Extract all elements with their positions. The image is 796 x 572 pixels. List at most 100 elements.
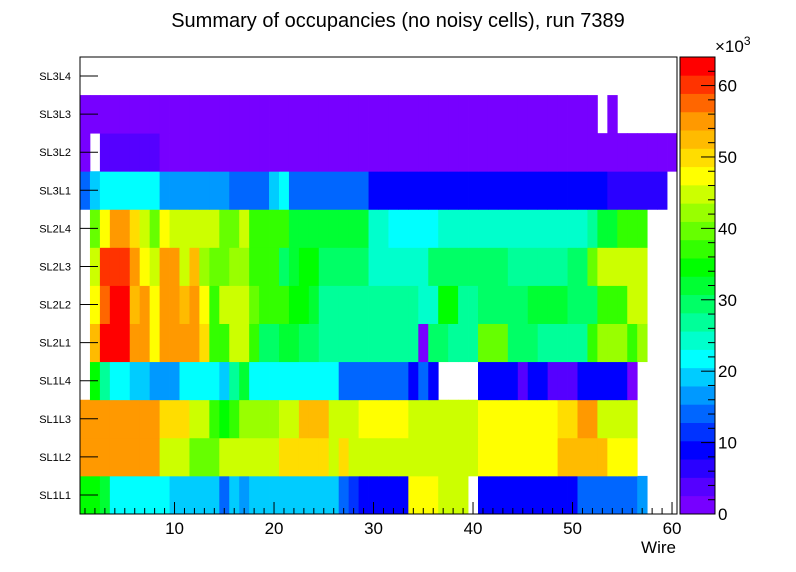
heatmap-cell	[517, 323, 529, 363]
heatmap-cell	[577, 323, 588, 363]
heatmap-cell	[338, 95, 350, 134]
heatmap-cell	[487, 437, 499, 477]
heatmap-cell	[129, 437, 141, 477]
heatmap-cell	[607, 133, 618, 172]
heatmap-cell	[229, 95, 240, 134]
heatmap-cell	[109, 437, 121, 477]
heatmap-cell	[517, 399, 529, 439]
heatmap-cell	[527, 475, 539, 515]
heatmap-cell	[149, 437, 160, 477]
heatmap-cell	[408, 95, 419, 134]
heatmap-cell	[288, 209, 300, 248]
heatmap-cell	[617, 133, 628, 172]
heatmap-cell	[537, 285, 549, 324]
heatmap-cell	[517, 361, 529, 401]
heatmap-cell	[169, 399, 180, 439]
heatmap-cell	[468, 247, 479, 286]
heatmap-cell	[368, 399, 379, 439]
heatmap-cell	[637, 247, 648, 286]
heatmap-cell	[318, 323, 330, 363]
heatmap-cell	[179, 361, 190, 401]
heatmap-cell	[398, 437, 409, 477]
heatmap-cell	[348, 171, 359, 210]
heatmap-cell	[229, 437, 240, 477]
heatmap-cell	[478, 171, 489, 210]
heatmap-cell	[209, 209, 220, 248]
heatmap-cell	[239, 95, 250, 134]
heatmap-cell	[487, 133, 499, 172]
heatmap-cell	[189, 209, 200, 248]
heatmap-cell	[448, 399, 459, 439]
heatmap-cell	[587, 171, 598, 210]
heatmap-cell	[577, 209, 588, 248]
heatmap-cell	[308, 209, 320, 248]
heatmap-cell	[308, 475, 320, 515]
heatmap-cell	[139, 133, 151, 172]
heatmap-cell	[109, 133, 121, 172]
heatmap-cell	[368, 95, 379, 134]
heatmap-cell	[517, 133, 529, 172]
heatmap-cell	[378, 133, 389, 172]
color-scale-band	[680, 130, 715, 149]
heatmap-cell	[239, 399, 250, 439]
heatmap-cell	[388, 437, 399, 477]
heatmap-cell	[468, 171, 479, 210]
heatmap-cell	[338, 209, 350, 248]
heatmap-cell	[159, 133, 170, 172]
heatmap-cell	[318, 247, 330, 286]
heatmap-cell	[557, 323, 568, 363]
heatmap-cell	[358, 285, 369, 324]
heatmap-cell	[328, 285, 340, 324]
heatmap-cell	[418, 475, 429, 515]
color-scale-band	[680, 312, 715, 332]
heatmap-cell	[99, 475, 111, 515]
heatmap-cell	[617, 285, 628, 324]
heatmap-cell	[259, 285, 270, 324]
heatmap-cell	[597, 323, 608, 363]
heatmap-cell	[667, 133, 678, 172]
heatmap-cell	[637, 323, 648, 363]
heatmap-cell	[348, 95, 359, 134]
heatmap-cell	[438, 171, 449, 210]
heatmap-cell	[507, 475, 519, 515]
heatmap-cell	[99, 323, 111, 363]
heatmap-cell	[99, 171, 111, 210]
heatmap-cell	[527, 209, 539, 248]
heatmap-cell	[298, 437, 310, 477]
heatmap-cell	[149, 95, 160, 134]
heatmap-cell	[607, 323, 618, 363]
heatmap-cell	[517, 171, 529, 210]
heatmap-cell	[229, 399, 240, 439]
color-scale-band	[680, 203, 715, 222]
heatmap-cell	[159, 285, 170, 324]
heatmap-cell	[567, 95, 578, 134]
heatmap-cell	[249, 361, 260, 401]
heatmap-cell	[368, 285, 379, 324]
heatmap-cell	[507, 399, 519, 439]
heatmap-cell	[348, 361, 359, 401]
y-tick-label: SL1L4	[39, 376, 71, 388]
heatmap-cell	[209, 247, 220, 286]
heatmap-cell	[587, 475, 598, 515]
y-tick-label: SL2L1	[39, 338, 71, 350]
heatmap-cell	[567, 133, 578, 172]
y-tick-label: SL2L2	[39, 300, 71, 312]
heatmap-cell	[298, 95, 310, 134]
heatmap-cell	[259, 171, 270, 210]
heatmap-cell	[338, 475, 350, 515]
heatmap-cell	[318, 171, 330, 210]
heatmap-cell	[109, 171, 121, 210]
heatmap-cell	[587, 95, 598, 134]
heatmap-cell	[448, 95, 459, 134]
heatmap-cell	[219, 475, 230, 515]
heatmap-cell	[547, 133, 558, 172]
heatmap-cell	[388, 95, 399, 134]
heatmap-cell	[547, 361, 558, 401]
heatmap-cell	[279, 361, 290, 401]
heatmap-cell	[159, 361, 170, 401]
heatmap-cell	[288, 475, 300, 515]
heatmap-cell	[318, 133, 330, 172]
heatmap-cell	[189, 247, 200, 286]
heatmap-cell	[189, 323, 200, 363]
